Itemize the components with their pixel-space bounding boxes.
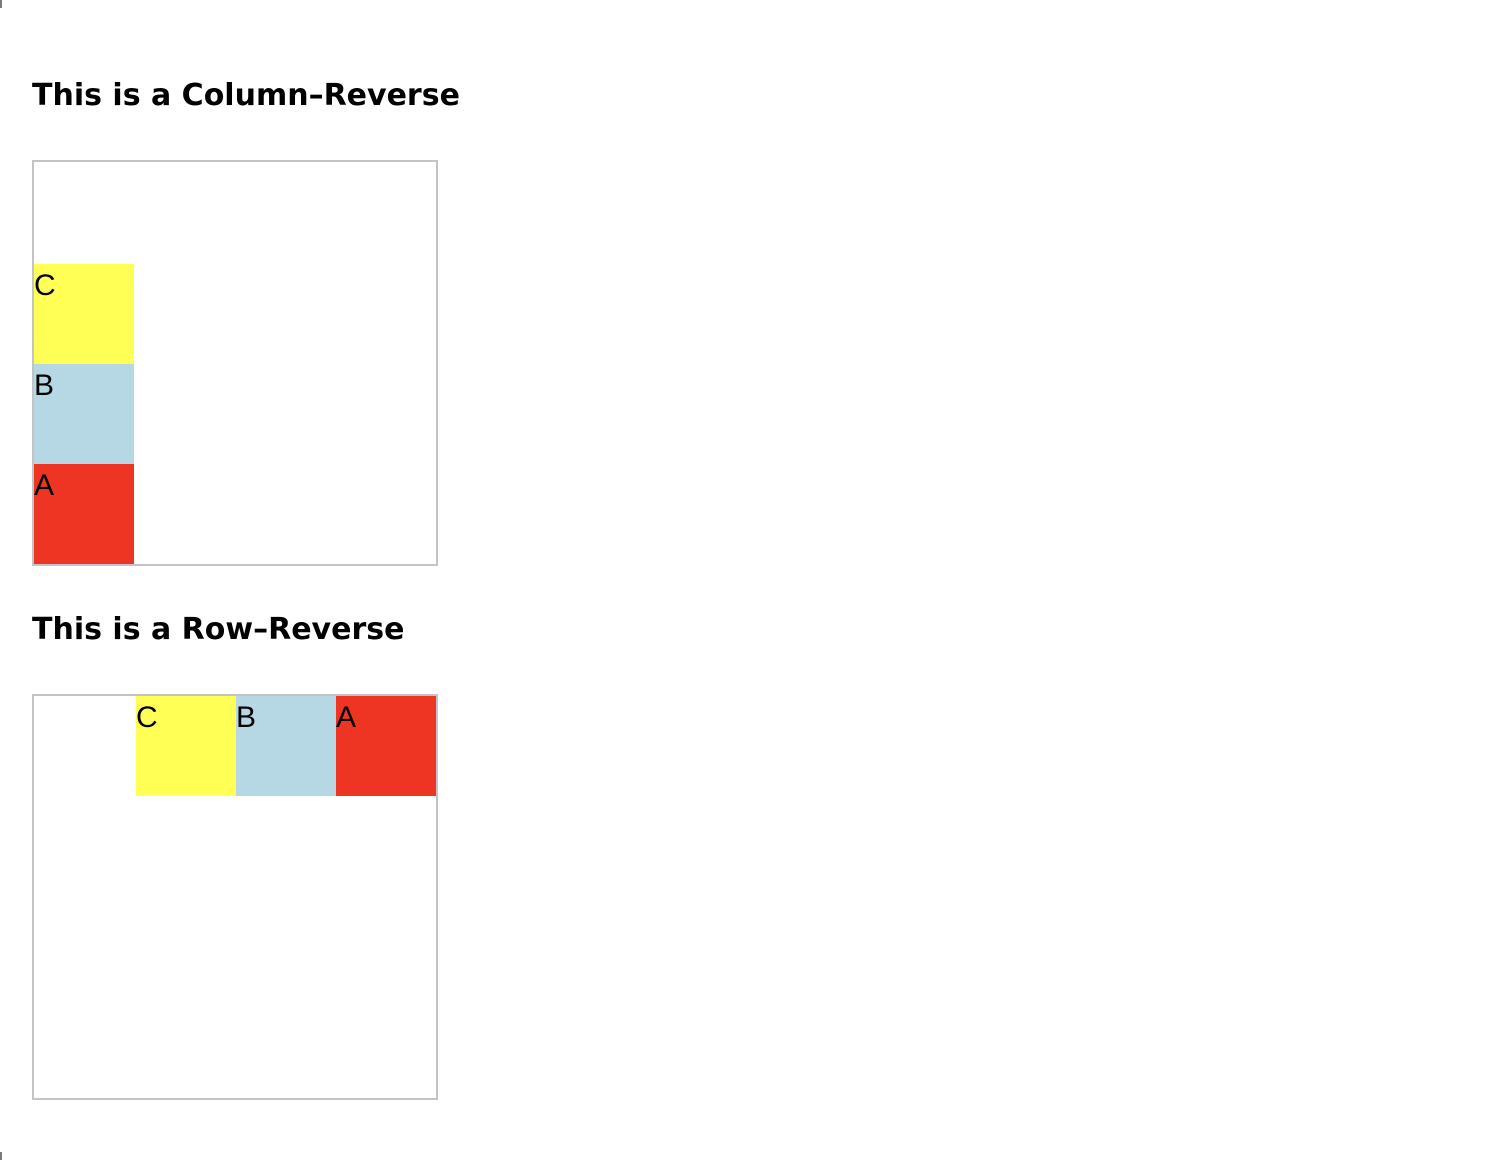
row-item-a: A: [336, 696, 436, 796]
column-reverse-container: A B C: [32, 160, 438, 566]
window-edge-mark-top: [0, 0, 2, 8]
row-reverse-heading: This is a Row–Reverse: [32, 612, 405, 647]
column-item-a: A: [34, 464, 134, 564]
window-edge-mark-bottom: [0, 1152, 2, 1160]
column-reverse-heading: This is a Column–Reverse: [32, 78, 460, 113]
column-item-c: C: [34, 264, 134, 364]
column-item-b: B: [34, 364, 134, 464]
row-item-b: B: [236, 696, 336, 796]
row-item-c: C: [136, 696, 236, 796]
row-reverse-container: A B C: [32, 694, 438, 1100]
